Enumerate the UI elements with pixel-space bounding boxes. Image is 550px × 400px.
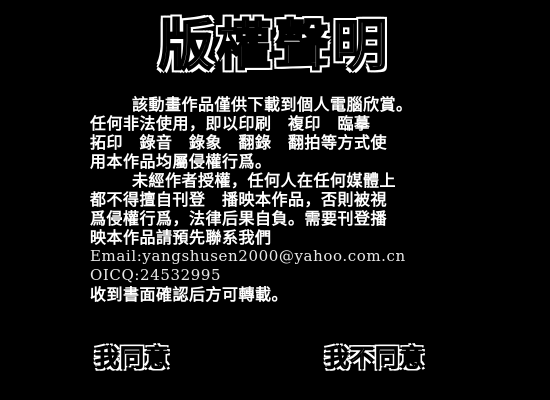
notice-line: 收到書面確認后方可轉載。 xyxy=(90,285,289,304)
notice-line: 未經作者授權，任何人在任何媒體上 xyxy=(132,171,397,190)
notice-line: 爲侵權行爲，法律后果自負。需要刊登播 xyxy=(90,209,388,228)
agree-button[interactable]: 我同意 xyxy=(95,344,170,373)
notice-line: 任何非法使用，即以印刷 複印 臨摹 xyxy=(90,114,371,133)
notice-line: 用本作品均屬侵權行爲。 xyxy=(90,152,272,171)
disagree-button[interactable]: 我不同意 xyxy=(325,344,425,373)
contact-oicq: OICQ:24532995 xyxy=(90,266,222,284)
notice-line: 都不得擅自刊登 播映本作品，否則被視 xyxy=(90,190,388,209)
notice-line: 該動畫作品僅供下載到個人電腦欣賞。 xyxy=(132,95,413,114)
notice-line: 拓印 錄音 錄象 翻錄 翻拍等方式使 xyxy=(90,133,388,152)
copyright-notice: 該動畫作品僅供下載到個人電腦欣賞。 任何非法使用，即以印刷 複印 臨摹 拓印 錄… xyxy=(90,95,450,304)
contact-email: Email:yangshusen2000@yahoo.com.cn xyxy=(90,247,406,265)
notice-line: 映本作品請預先聯系我們 xyxy=(90,228,272,247)
page-title: 版權聲明 xyxy=(158,13,391,78)
